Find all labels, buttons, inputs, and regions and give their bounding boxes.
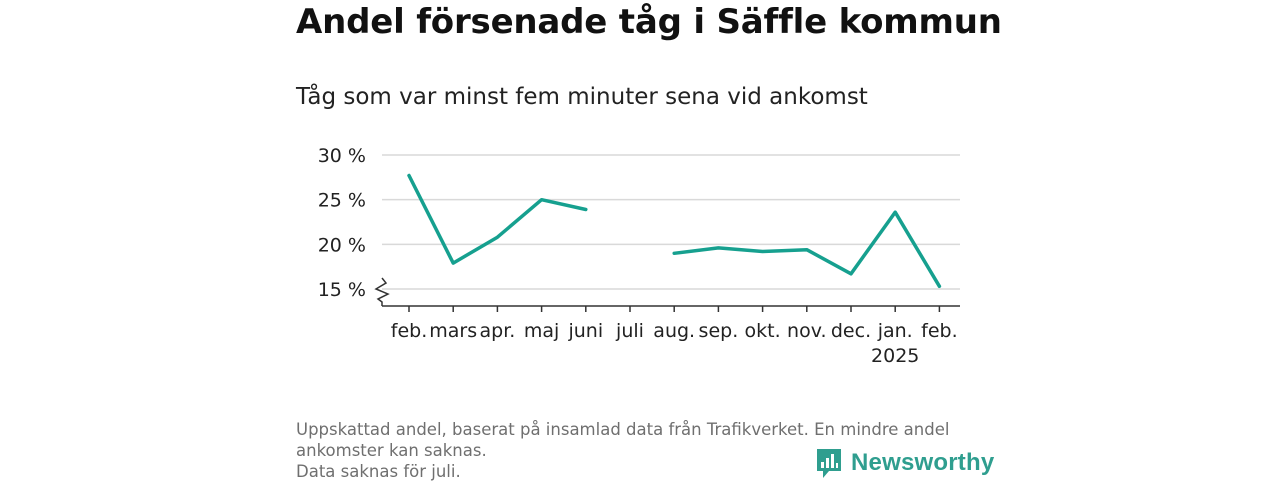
brand-name: Newsworthy	[851, 449, 995, 476]
y-tick-label: 15 %	[318, 279, 366, 301]
newsworthy-logo-icon	[817, 449, 841, 478]
y-tick-label: 30 %	[318, 145, 366, 167]
x-tick-label: nov.	[787, 320, 826, 342]
brand-logo: Newsworthy	[815, 446, 994, 480]
x-year-label: 2025	[871, 345, 919, 367]
y-tick-label: 25 %	[318, 190, 366, 212]
x-tick-label: jan.	[877, 320, 913, 342]
x-tick-label: feb.	[921, 320, 957, 342]
x-tick-label: feb.	[391, 320, 427, 342]
x-tick-label: aug.	[653, 320, 695, 342]
axes	[374, 277, 960, 312]
axis-break-icon	[374, 277, 390, 306]
x-tick-label: dec.	[831, 320, 871, 342]
x-tick-label: okt.	[745, 320, 781, 342]
series-line	[407, 173, 588, 265]
line-chart: 15 %20 %25 %30 %feb. mars apr. maj juni juli a…	[318, 145, 960, 367]
footnote-line: Uppskattad andel, baserat på insamlad da…	[296, 420, 950, 439]
x-tick-label: juli	[615, 320, 644, 342]
x-tick-label: sep.	[699, 320, 739, 342]
chart-title: Andel försenade tåg i Säffle kommun	[296, 2, 1002, 42]
series-lines	[407, 173, 942, 289]
grid-lines	[382, 154, 960, 290]
footnote-line: Data saknas för juli.	[296, 462, 461, 481]
x-tick-label: juni	[567, 320, 603, 342]
chart-subtitle: Tåg som var minst fem minuter sena vid a…	[296, 84, 868, 110]
series-line	[672, 210, 942, 289]
tick-labels: 15 %20 %25 %30 %feb. mars apr. maj juni juli a…	[318, 145, 958, 367]
footnote: Uppskattad andel, baserat på insamlad da…	[296, 419, 996, 482]
x-tick-label: maj	[524, 320, 559, 342]
x-tick-label: apr.	[479, 320, 515, 342]
footnote-line: ankomster kan saknas.	[296, 441, 487, 460]
y-tick-label: 20 %	[318, 234, 366, 256]
x-tick-label: mars	[429, 320, 477, 342]
